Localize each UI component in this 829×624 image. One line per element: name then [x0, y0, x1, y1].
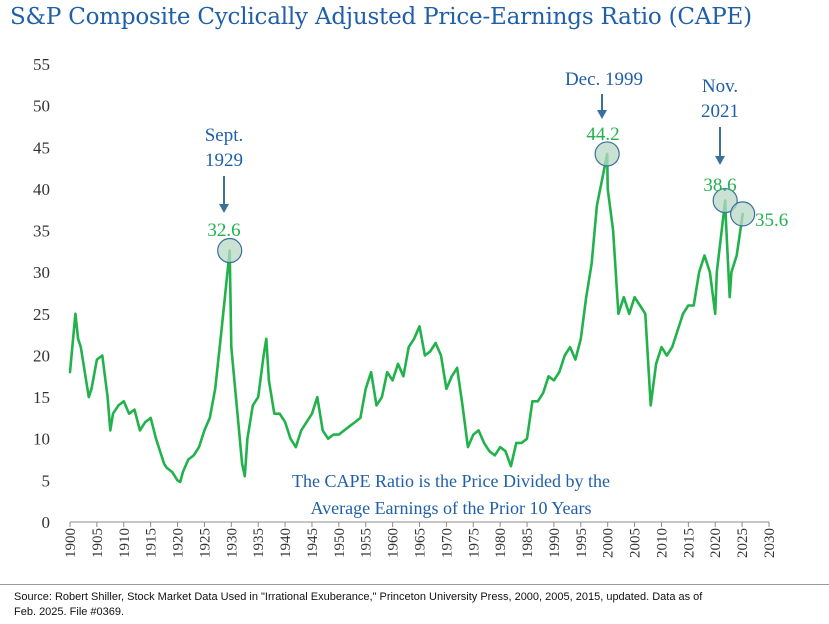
- y-tick-label: 10: [33, 430, 50, 449]
- y-tick-label: 25: [33, 305, 50, 324]
- y-tick-label: 45: [33, 138, 50, 157]
- y-tick-label: 15: [33, 388, 50, 407]
- y-tick-label: 5: [42, 471, 51, 490]
- x-tick-label: 1990: [547, 528, 563, 558]
- y-tick-label: 0: [42, 513, 51, 532]
- x-tick-label: 1935: [251, 528, 267, 558]
- x-tick-label: 1980: [493, 528, 509, 558]
- x-tick-label: 2020: [708, 528, 724, 558]
- x-tick-label: 2000: [601, 528, 617, 558]
- x-tick-label: 1960: [386, 528, 402, 558]
- x-tick-label: 1900: [63, 528, 79, 558]
- annotation-1999-value: 44.2: [586, 124, 619, 145]
- y-tick-label: 50: [33, 97, 50, 116]
- x-tick-label: 1985: [520, 528, 536, 558]
- chart-title: S&P Composite Cyclically Adjusted Price-…: [10, 4, 752, 30]
- x-tick-label: 1930: [224, 528, 240, 558]
- x-tick-label: 1940: [278, 528, 294, 558]
- x-tick-label: 1995: [574, 528, 590, 558]
- x-tick-label: 1915: [144, 528, 160, 558]
- annotation-layer: Sept. 1929 32.6 Dec. 1999 44.2 Nov. 2021…: [205, 69, 789, 518]
- peak-circle-2021: [712, 187, 738, 214]
- x-tick-label: 1905: [90, 528, 106, 558]
- x-tick-label: 2030: [762, 528, 778, 558]
- source-line-1: Source: Robert Shiller, Stock Market Dat…: [14, 591, 703, 603]
- cape-series-line: [68, 152, 744, 484]
- cape-note-line1: The CAPE Ratio is the Price Divided by t…: [292, 471, 610, 491]
- annotation-2021-line2: 2021: [701, 101, 739, 122]
- x-tick-label: 1910: [117, 528, 133, 558]
- current-circle-2025: [730, 201, 756, 227]
- x-tick-label: 1925: [197, 528, 213, 558]
- peak-circle-1929: [217, 237, 243, 264]
- x-tick-label: 1920: [171, 528, 187, 558]
- x-tick-label: 1955: [359, 528, 375, 558]
- y-tick-label: 55: [33, 55, 50, 74]
- peak-circle-1999: [594, 141, 620, 167]
- y-tick-label: 40: [33, 180, 50, 199]
- x-tick-label: 1970: [439, 528, 455, 558]
- x-tick-label: 1975: [466, 528, 482, 558]
- cape-note-line2: Average Earnings of the Prior 10 Years: [310, 498, 591, 518]
- annotation-1999-label: Dec. 1999: [565, 69, 643, 90]
- arrowhead-1999: [597, 110, 607, 119]
- annotation-1929-line1: Sept.: [205, 125, 244, 146]
- y-tick-label: 30: [33, 263, 50, 282]
- x-tick-label: 2015: [681, 528, 697, 558]
- annotation-1929-line2: 1929: [205, 150, 243, 171]
- x-tick-label: 2010: [654, 528, 670, 558]
- x-tick-label: 1950: [332, 528, 348, 558]
- x-tick-label: 2005: [628, 528, 644, 558]
- x-tick-label: 1945: [305, 528, 321, 558]
- arrowhead-2021: [715, 156, 725, 165]
- x-tick-label: 1965: [413, 528, 429, 558]
- annotation-2021-line1: Nov.: [702, 76, 738, 97]
- arrowhead-1929: [219, 204, 229, 213]
- annotation-2025-value: 35.6: [755, 210, 788, 231]
- x-tick-label: 2025: [735, 528, 751, 558]
- source-footer: Source: Robert Shiller, Stock Market Dat…: [0, 584, 829, 624]
- y-tick-label: 20: [33, 346, 50, 365]
- source-line-2: Feb. 2025. File #0369.: [14, 606, 125, 618]
- y-tick-label: 35: [33, 222, 50, 241]
- annotation-1929-value: 32.6: [207, 220, 240, 241]
- annotation-2021-value: 38.6: [703, 175, 736, 196]
- series-layer: [68, 152, 744, 484]
